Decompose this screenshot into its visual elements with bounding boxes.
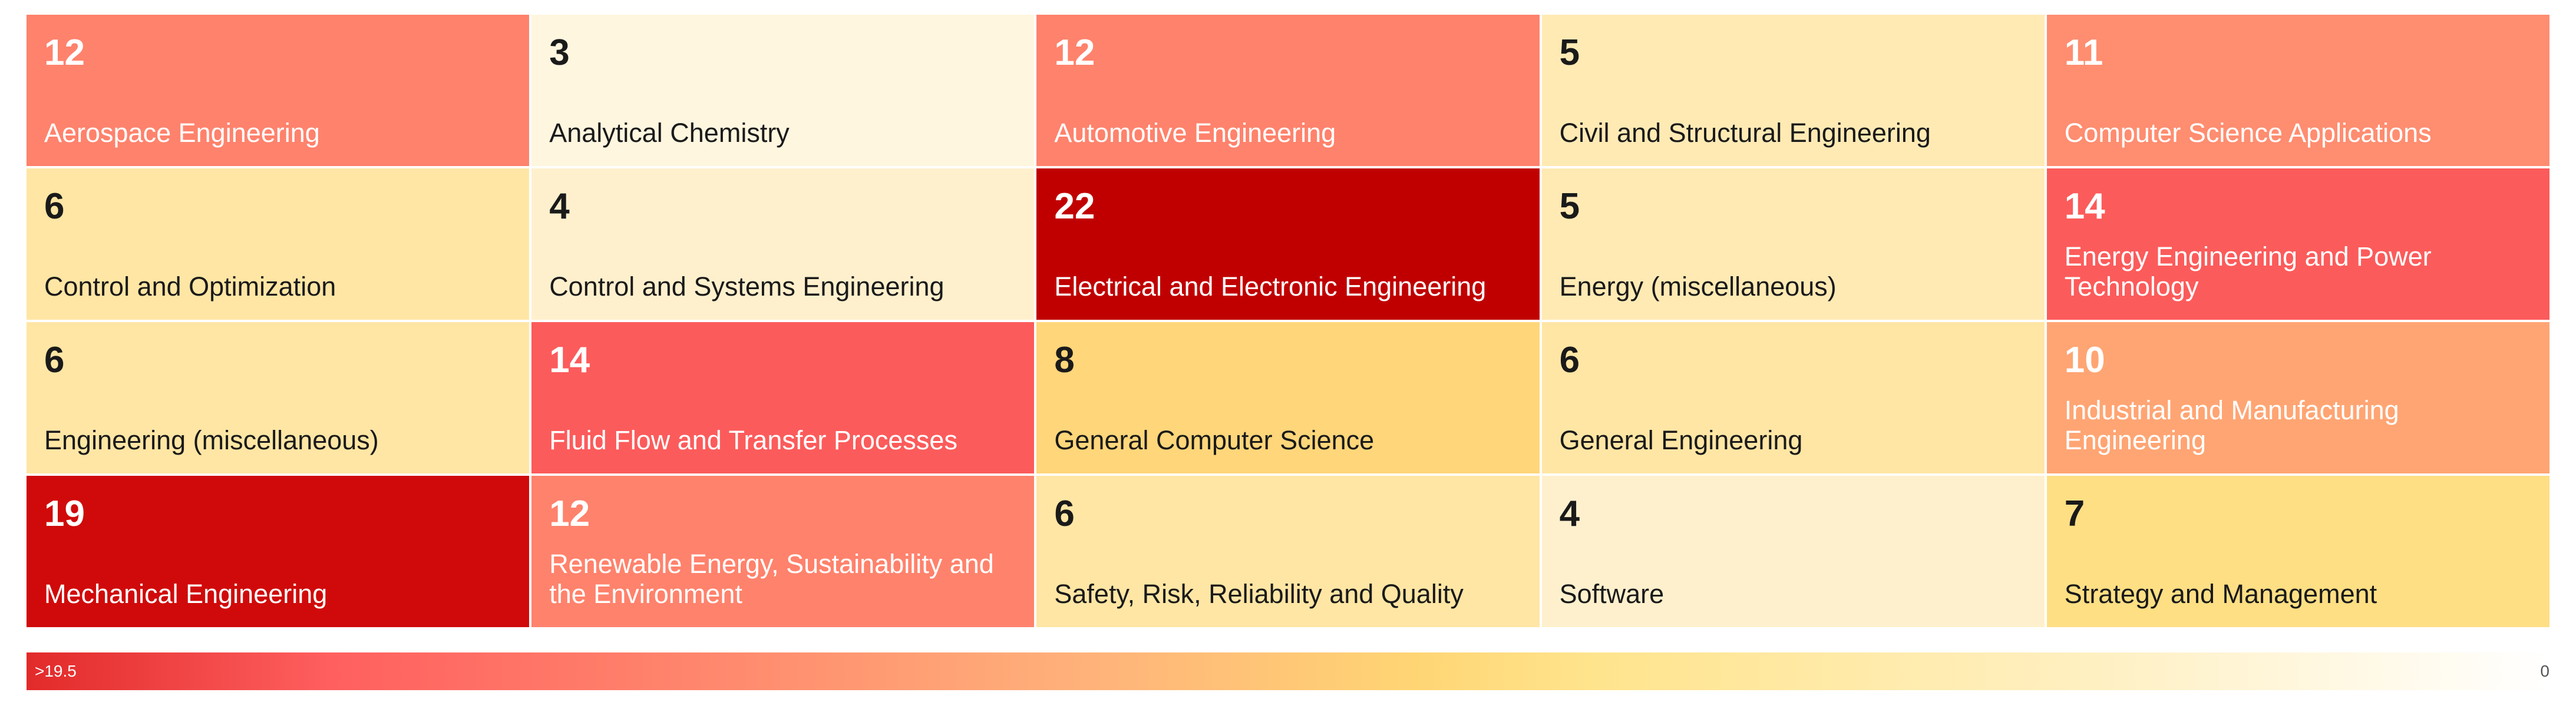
heatmap-cell[interactable]: 14 Fluid Flow and Transfer Processes [531,322,1035,473]
cell-label: General Computer Science [1054,425,1375,456]
cell-label: Industrial and Manufacturing Engineering [2064,395,2399,456]
cell-value: 12 [44,32,85,73]
heatmap-cell[interactable]: 6 Engineering (miscellaneous) [27,322,530,473]
cell-label: Control and Optimization [44,271,336,302]
cell-value: 14 [2064,186,2105,227]
heatmap-cell[interactable]: 5 Energy (miscellaneous) [1541,168,2045,320]
heatmap-cell[interactable]: 5 Civil and Structural Engineering [1541,15,2045,166]
cell-label: Analytical Chemistry [549,118,790,148]
cell-value: 8 [1054,340,1075,380]
cell-label: Strategy and Management [2064,579,2377,609]
heatmap-cell[interactable]: 14 Energy Engineering and Power Technolog… [2046,168,2549,320]
cell-label: Safety, Risk, Reliability and Quality [1054,579,1464,609]
cell-value: 12 [549,493,590,534]
cell-value: 22 [1054,186,1095,227]
cell-value: 14 [549,340,590,380]
cell-label: Mechanical Engineering [44,579,328,609]
cell-value: 6 [1054,493,1075,534]
heatmap-cell[interactable]: 3 Analytical Chemistry [531,15,1035,166]
color-scale-legend: >19.5 0 [27,652,2549,690]
cell-label: Aerospace Engineering [44,118,320,148]
heatmap-cell[interactable]: 4 Software [1541,476,2045,627]
heatmap-cell[interactable]: 11 Computer Science Applications [2046,15,2549,166]
cell-label: Renewable Energy, Sustainability and the… [549,549,994,609]
legend-max-label: >19.5 [35,662,77,680]
heatmap-cell[interactable]: 12 Renewable Energy, Sustainability and t… [531,476,1035,627]
cell-value: 3 [549,32,570,73]
cell-label: Energy Engineering and Power Technology [2064,241,2432,302]
cell-label: Engineering (miscellaneous) [44,425,379,456]
cell-value: 19 [44,493,85,534]
cell-label: Fluid Flow and Transfer Processes [549,425,957,456]
heatmap-cell[interactable]: 22 Electrical and Electronic Engineering [1036,168,1540,320]
heatmap-cell[interactable]: 6 Safety, Risk, Reliability and Quality [1036,476,1540,627]
heatmap-grid: 12 Aerospace Engineering 3 Analytical Chemi… [27,15,2549,627]
heatmap-cell[interactable]: 12 Aerospace Engineering [27,15,530,166]
cell-label: Control and Systems Engineering [549,271,944,302]
cell-value: 12 [1054,32,1095,73]
cell-value: 4 [549,186,570,227]
cell-value: 6 [1559,340,1580,380]
cell-value: 11 [2064,32,2103,73]
cell-label: General Engineering [1559,425,1803,456]
heatmap-cell[interactable]: 19 Mechanical Engineering [27,476,530,627]
heatmap-cell[interactable]: 4 Control and Systems Engineering [531,168,1035,320]
heatmap-cell[interactable]: 12 Automotive Engineering [1036,15,1540,166]
cell-label: Computer Science Applications [2064,118,2432,148]
cell-value: 10 [2064,340,2105,380]
cell-label: Energy (miscellaneous) [1559,271,1837,302]
cell-value: 6 [44,340,65,380]
cell-label: Electrical and Electronic Engineering [1054,271,1487,302]
heatmap-cell[interactable]: 6 General Engineering [1541,322,2045,473]
heatmap-cell[interactable]: 6 Control and Optimization [27,168,530,320]
cell-label: Automotive Engineering [1054,118,1336,148]
cell-value: 5 [1559,32,1580,73]
legend-min-label: 0 [2540,662,2549,680]
cell-label: Software [1559,579,1665,609]
cell-label: Civil and Structural Engineering [1559,118,1931,148]
cell-value: 7 [2064,493,2085,534]
heatmap-cell[interactable]: 10 Industrial and Manufacturing Engineeri… [2046,322,2549,473]
cell-value: 6 [44,186,65,227]
heatmap-cell[interactable]: 7 Strategy and Management [2046,476,2549,627]
cell-value: 5 [1559,186,1580,227]
heatmap-cell[interactable]: 8 General Computer Science [1036,322,1540,473]
cell-value: 4 [1559,493,1580,534]
